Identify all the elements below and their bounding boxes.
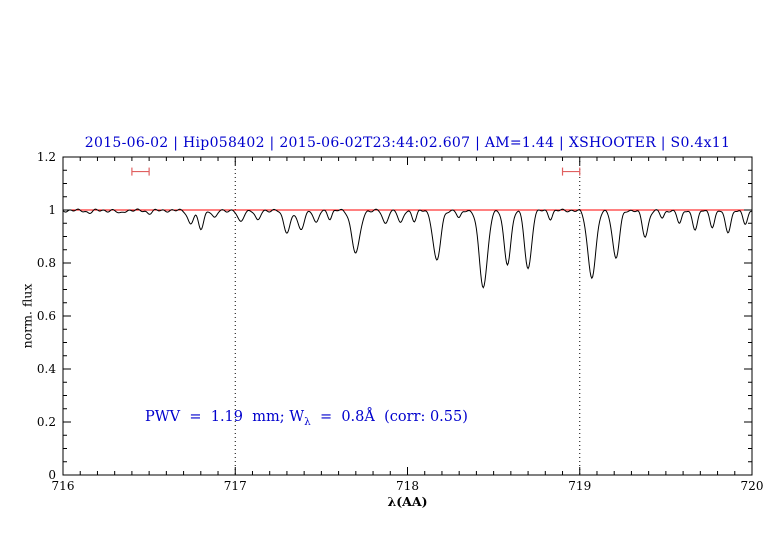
plot-title: 2015-06-02 | Hip058402 | 2015-06-02T23:4…	[84, 135, 731, 151]
y-tick-label: 1.2	[37, 150, 56, 164]
x-tick-label: 716	[52, 479, 75, 493]
x-tick-label: 717	[224, 479, 247, 493]
pwv-annotation-sub: λ	[304, 415, 311, 428]
y-tick-label: 0.8	[37, 256, 56, 270]
pwv-annotation-post: = 0.8Å (corr: 0.55)	[310, 409, 468, 425]
spectrum-line	[62, 208, 753, 289]
y-tick-label: 0	[48, 468, 56, 482]
y-tick-label: 0.6	[37, 309, 56, 323]
x-axis-label: λ(AA)	[387, 494, 428, 509]
x-tick-label: 719	[568, 479, 591, 493]
x-tick-label: 718	[396, 479, 419, 493]
y-tick-label: 0.4	[37, 362, 56, 376]
y-tick-label: 1	[48, 203, 56, 217]
x-tick-label: 720	[741, 479, 764, 493]
pwv-annotation: PWV = 1.19 mm; Wλ = 0.8Å (corr: 0.55)	[145, 409, 468, 428]
pwv-annotation-pre: PWV = 1.19 mm; W	[145, 409, 305, 425]
y-axis-label: norm. flux	[19, 283, 35, 349]
y-tick-label: 0.2	[37, 415, 56, 429]
